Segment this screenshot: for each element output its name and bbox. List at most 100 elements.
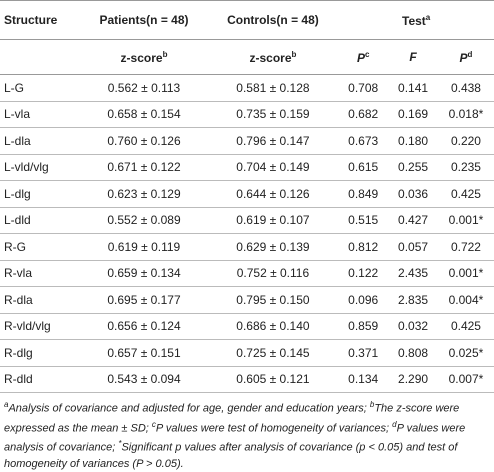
header-row: z-scoreb z-scoreb Pc F Pd [0, 39, 494, 75]
table-cell: 0.656 ± 0.124 [80, 313, 208, 340]
table-cell: R-vld/vlg [0, 313, 81, 340]
table-cell: 0.543 ± 0.094 [80, 366, 208, 393]
header-text: F [409, 50, 417, 64]
table-cell: 2.435 [388, 260, 438, 287]
table-cell: 0.141 [388, 74, 438, 102]
table-cell: 0.808 [388, 339, 438, 367]
table-cell: R-vla [0, 260, 81, 287]
header-cell: Structure [0, 1, 80, 40]
table-cell: 0.658 ± 0.154 [80, 101, 208, 128]
table-cell: 0.007* [437, 366, 494, 393]
table-cell: 0.708 [338, 74, 389, 102]
table-row: L-vla 0.658 ± 0.154 0.735 ± 0.159 0.682 0.16… [0, 101, 494, 128]
table-cell: 0.134 [338, 366, 389, 393]
footnote-marker: b [369, 400, 375, 409]
header-text: P [459, 50, 468, 65]
table-cell: 0.515 [338, 207, 389, 234]
table-cell: L-vla [0, 101, 81, 128]
table-cell: 0.425 [437, 313, 494, 340]
footnote-marker: c [151, 419, 156, 429]
header-superscript: b [162, 49, 168, 59]
table-cell: 0.438 [437, 74, 494, 102]
table-cell: 0.849 [338, 180, 389, 208]
table-cell: 0.001* [437, 260, 494, 287]
footnote-text: P values were test of homogeneity of var… [155, 422, 390, 435]
table-cell: 0.735 ± 0.159 [207, 101, 339, 128]
table-cell: 0.255 [388, 154, 438, 181]
header-superscript: c [364, 49, 370, 59]
table-cell: 0.122 [338, 260, 389, 287]
table-cell: 0.752 ± 0.116 [207, 260, 339, 287]
table-cell: 0.562 ± 0.113 [80, 74, 208, 102]
table-cell: 0.760 ± 0.126 [80, 127, 208, 155]
header-cell: Pd [437, 39, 494, 75]
table-cell: 0.795 ± 0.150 [207, 286, 339, 314]
header-text: Structure [4, 13, 58, 27]
table-cell: 0.629 ± 0.139 [207, 233, 339, 261]
table-cell: 0.644 ± 0.126 [207, 180, 339, 208]
table-cell: 0.169 [388, 101, 438, 128]
table-cell: 2.835 [388, 286, 438, 314]
table-cell: 0.704 ± 0.149 [207, 154, 339, 181]
table-cell: 0.682 [338, 101, 389, 128]
table-cell: L-dld [0, 207, 81, 234]
footnote-marker: a [4, 400, 9, 409]
header-cell: Controls(n = 48) [208, 1, 339, 40]
table-cell: 0.605 ± 0.121 [207, 366, 339, 393]
table-cell: 0.036 [388, 180, 438, 208]
header-cell: z-scoreb [207, 39, 339, 75]
header-text: Test [402, 13, 426, 28]
table-cell: 0.180 [388, 127, 438, 155]
table-cell: 0.725 ± 0.145 [207, 339, 339, 367]
table-cell: R-G [0, 233, 81, 261]
table-cell: 0.673 [338, 127, 389, 155]
table-cell: 0.371 [338, 339, 389, 367]
table-cell: 0.096 [338, 286, 389, 314]
table-cell: 0.032 [388, 313, 438, 340]
footnote-marker: * [118, 439, 122, 449]
table-cell: L-dlg [0, 180, 81, 208]
table-row: R-G 0.619 ± 0.119 0.629 ± 0.139 0.812 0.057 0… [0, 233, 494, 261]
header-text: Patients(n = 48) [99, 13, 189, 27]
table-cell: 0.235 [437, 154, 494, 181]
header-text: Controls(n = 48) [227, 13, 319, 27]
table-row: R-dlg 0.657 ± 0.151 0.725 ± 0.145 0.371 0.80… [0, 339, 494, 367]
table-cell: 0.619 ± 0.119 [80, 233, 208, 261]
header-cell: z-scoreb [80, 39, 208, 75]
footnote-text: The z-score were expressed as the mean ±… [4, 402, 460, 435]
header-row: Structure Patients(n = 48) Controls(n = 48… [0, 0, 494, 40]
header-cell: F [388, 39, 438, 75]
footnote-marker: d [392, 419, 397, 429]
table-cell: 0.057 [388, 233, 438, 261]
header-text: z-score [120, 50, 163, 65]
table-body: L-G 0.562 ± 0.113 0.581 ± 0.128 0.708 0.141 0… [0, 74, 494, 393]
table-cell: 0.220 [437, 127, 494, 155]
table-cell: 0.427 [388, 207, 438, 234]
table-cell: 0.695 ± 0.177 [80, 286, 208, 314]
data-table: Structure Patients(n = 48) Controls(n = 48… [0, 0, 494, 393]
table-row: L-vld/vlg 0.671 ± 0.122 0.704 ± 0.149 0.615… [0, 154, 494, 181]
table-cell: L-dla [0, 127, 81, 155]
table-cell: R-dlg [0, 339, 81, 367]
table-cell: 0.859 [338, 313, 389, 340]
table-cell: R-dla [0, 286, 81, 314]
table-cell: 0.581 ± 0.128 [207, 74, 339, 102]
table-header: Structure Patients(n = 48) Controls(n = 48… [0, 0, 494, 75]
table-cell: 2.290 [388, 366, 438, 393]
table-row: R-vld/vlg 0.656 ± 0.124 0.686 ± 0.140 0.859… [0, 313, 494, 340]
table-cell: 0.623 ± 0.129 [80, 180, 208, 208]
header-superscript: b [291, 49, 297, 59]
table-cell: 0.812 [338, 233, 389, 261]
table-cell: 0.796 ± 0.147 [207, 127, 339, 155]
footnote-text: Analysis of covariance and adjusted for … [8, 402, 367, 415]
table-cell: 0.001* [437, 207, 494, 234]
table-cell: 0.722 [437, 233, 494, 261]
table-cell: 0.025* [437, 339, 494, 367]
footnotes: aAnalysis of covariance and adjusted for… [0, 393, 494, 472]
table-cell: L-vld/vlg [0, 154, 81, 181]
table-row: L-G 0.562 ± 0.113 0.581 ± 0.128 0.708 0.141 0… [0, 74, 494, 102]
table-cell: L-G [0, 74, 81, 102]
table-cell: 0.615 [338, 154, 389, 181]
table-cell: 0.004* [437, 286, 494, 314]
